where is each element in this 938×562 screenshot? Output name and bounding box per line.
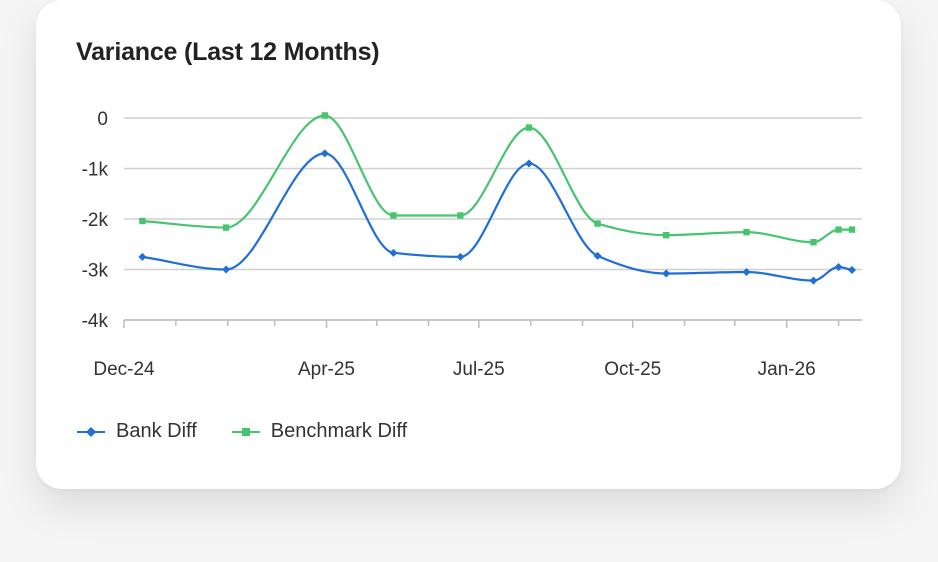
data-point-benchmark-diff (139, 217, 146, 225)
x-tick-label: Jul-25 (453, 359, 505, 380)
data-point-benchmark-diff (594, 220, 601, 227)
data-point-bank-diff (320, 149, 329, 158)
data-point-benchmark-diff (663, 231, 670, 239)
legend-item-benchmark-diff[interactable]: Benchmark Diff (231, 420, 407, 443)
data-point-bank-diff (456, 252, 465, 261)
y-tick-label: -4k (82, 311, 109, 332)
line-chart: 0 -1k -2k -3k -4k Dec-24 Apr-25 Jul-25 Oct-25 Ja… (82, 109, 862, 380)
gridlines (124, 117, 862, 321)
data-point-benchmark-diff (848, 226, 856, 233)
data-point-bank-diff (138, 252, 147, 261)
data-point-bank-diff (834, 262, 843, 271)
data-point-bank-diff (809, 276, 818, 285)
data-point-bank-diff (524, 159, 533, 168)
x-tick-label: Apr-25 (298, 359, 355, 380)
data-point-benchmark-diff (222, 224, 230, 231)
diamond-marker-icon (76, 425, 106, 439)
data-point-bank-diff (389, 248, 398, 257)
data-point-bank-diff (742, 268, 751, 277)
x-tick-label: Jan-26 (758, 359, 816, 380)
legend-label-bank-diff: Bank Diff (116, 420, 197, 442)
y-tick-label: -3k (82, 261, 109, 282)
y-tick-label: -1k (82, 160, 109, 181)
data-point-benchmark-diff (810, 239, 817, 246)
data-point-benchmark-diff (835, 226, 842, 233)
data-point-bank-diff (847, 266, 856, 275)
legend: Bank Diff Benchmark Diff (76, 420, 407, 443)
series-layer (138, 112, 856, 285)
legend-label-benchmark-diff: Benchmark Diff (270, 420, 408, 442)
data-point-bank-diff (222, 265, 231, 274)
chart-card: Variance (Last 12 Months) 0 -1k -2k -3k -4k … (36, 0, 901, 489)
x-tick-label: Oct-25 (604, 359, 661, 380)
data-point-benchmark-diff (390, 212, 397, 219)
data-point-benchmark-diff (321, 112, 329, 119)
data-point-benchmark-diff (457, 212, 464, 219)
y-tick-label: 0 (97, 109, 108, 130)
data-point-benchmark-diff (525, 124, 533, 131)
data-point-bank-diff (662, 269, 671, 278)
series-line-bank-diff (142, 152, 853, 282)
y-axis-ticks: 0 -1k -2k -3k -4k (82, 109, 109, 332)
data-point-benchmark-diff (743, 228, 750, 236)
legend-item-bank-diff[interactable]: Bank Diff (76, 420, 197, 443)
series-line-benchmark-diff (142, 114, 852, 244)
data-point-bank-diff (593, 251, 602, 260)
square-marker-icon (231, 425, 261, 439)
x-axis: Dec-24 Apr-25 Jul-25 Oct-25 Jan-26 (93, 319, 862, 380)
chart-title: Variance (Last 12 Months) (76, 38, 380, 66)
y-tick-label: -2k (82, 210, 109, 231)
x-tick-label: Dec-24 (93, 359, 155, 380)
